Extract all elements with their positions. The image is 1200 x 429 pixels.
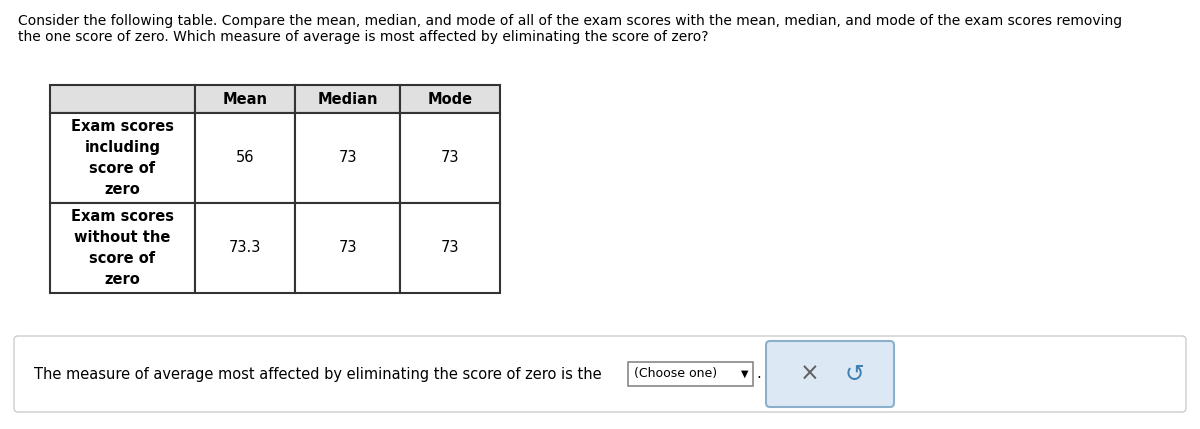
Text: Exam scores
without the
score of
zero: Exam scores without the score of zero	[71, 209, 174, 287]
Text: 73: 73	[440, 151, 460, 166]
Bar	[295, 203, 400, 293]
Text: (Choose one): (Choose one)	[634, 368, 718, 381]
Text: Mode: Mode	[427, 91, 473, 106]
Bar	[50, 203, 194, 293]
Text: Median: Median	[317, 91, 378, 106]
Text: ↺: ↺	[844, 362, 864, 386]
Text: 73: 73	[440, 241, 460, 256]
Text: 73.3: 73.3	[229, 241, 262, 256]
Text: 73: 73	[338, 241, 356, 256]
Bar	[628, 362, 754, 386]
Bar	[295, 113, 400, 203]
Bar	[400, 85, 500, 113]
Text: Consider the following table. Compare the mean, median, and mode of all of the e: Consider the following table. Compare th…	[18, 14, 1122, 28]
Bar	[194, 85, 295, 113]
Text: 56: 56	[235, 151, 254, 166]
Bar	[50, 113, 194, 203]
Text: ×: ×	[799, 362, 820, 386]
Text: the one score of zero. Which measure of average is most affected by eliminating : the one score of zero. Which measure of …	[18, 30, 708, 44]
FancyBboxPatch shape	[766, 341, 894, 407]
Text: .: .	[756, 366, 761, 381]
Text: Exam scores
including
score of
zero: Exam scores including score of zero	[71, 119, 174, 197]
Text: 73: 73	[338, 151, 356, 166]
Bar	[194, 113, 295, 203]
FancyBboxPatch shape	[14, 336, 1186, 412]
Text: Mean: Mean	[222, 91, 268, 106]
Bar	[50, 85, 194, 113]
Bar	[194, 203, 295, 293]
Text: The measure of average most affected by eliminating the score of zero is the: The measure of average most affected by …	[34, 366, 601, 381]
Bar	[400, 203, 500, 293]
Bar	[295, 85, 400, 113]
Text: ▼: ▼	[742, 369, 749, 379]
Bar	[400, 113, 500, 203]
